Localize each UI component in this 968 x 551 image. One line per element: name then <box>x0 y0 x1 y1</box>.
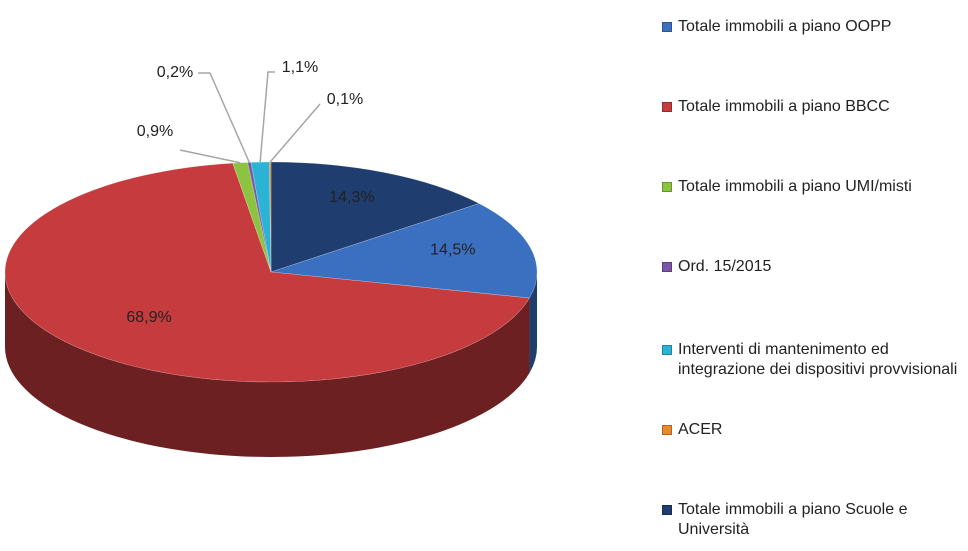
slice-side <box>5 272 530 457</box>
data-label: 0,9% <box>137 123 173 140</box>
legend-swatch <box>662 425 672 435</box>
data-label: 14,3% <box>329 189 374 206</box>
legend-label: Totale immobili a piano BBCC <box>678 98 890 115</box>
data-label: 0,2% <box>157 64 193 81</box>
leader-line <box>179 149 241 164</box>
slice <box>270 161 480 273</box>
slice-side <box>529 272 537 374</box>
legend-swatch <box>662 262 672 272</box>
slice <box>4 162 530 383</box>
slice-tops <box>4 161 538 383</box>
legend-swatch <box>662 505 672 515</box>
data-label: 14,5% <box>430 242 475 259</box>
data-label: 0,1% <box>327 91 363 108</box>
legend-swatch <box>662 102 672 112</box>
slice <box>247 162 272 273</box>
data-label: 68,9% <box>126 309 171 326</box>
legend-label: ACER <box>678 421 723 438</box>
legend-label: Interventi di mantenimento ed integrazio… <box>678 341 958 378</box>
legend-label: Totale immobili a piano OOPP <box>678 18 892 35</box>
leader-line <box>198 72 250 163</box>
slice <box>232 162 272 273</box>
legend-swatch <box>662 22 672 32</box>
slice-sides <box>5 272 537 457</box>
slice <box>270 203 538 299</box>
slice <box>250 161 272 273</box>
leader-line <box>259 71 275 163</box>
legend-label: Totale immobili a piano Scuole e Univers… <box>678 501 908 538</box>
legend-label: Totale immobili a piano UMI/misti <box>678 178 912 195</box>
legend-label: Ord. 15/2015 <box>678 258 772 275</box>
legend-swatch <box>662 345 672 355</box>
data-label: 1,1% <box>282 59 318 76</box>
legend-swatch <box>662 182 672 192</box>
leader-line <box>269 103 321 163</box>
pie-chart: 14,3% 14,5% 68,9% 0,9% 0,2% 1,1% 0,1% <box>4 59 538 457</box>
